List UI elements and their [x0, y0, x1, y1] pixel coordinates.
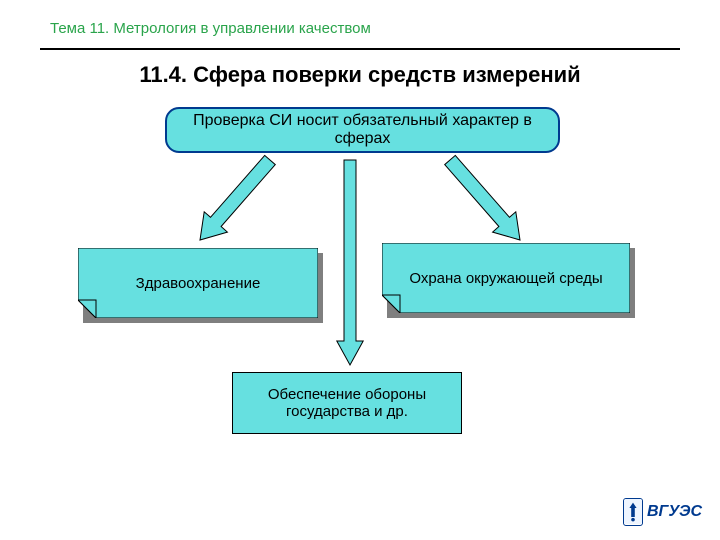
diagram-node-defense: Обеспечение обороны государства и др.	[232, 372, 462, 434]
logo-text: ВГУЭС	[647, 503, 702, 521]
logo-icon	[623, 498, 643, 526]
note-text: Здравоохранение	[78, 248, 318, 318]
diagram-node-healthcare: Здравоохранение	[78, 248, 323, 323]
org-logo: ВГУЭС	[623, 498, 702, 526]
note-text: Охрана окружающей среды	[382, 243, 630, 313]
node-text: Обеспечение обороны государства и др.	[237, 386, 457, 420]
diagram-node-environment: Охрана окружающей среды	[382, 243, 635, 318]
